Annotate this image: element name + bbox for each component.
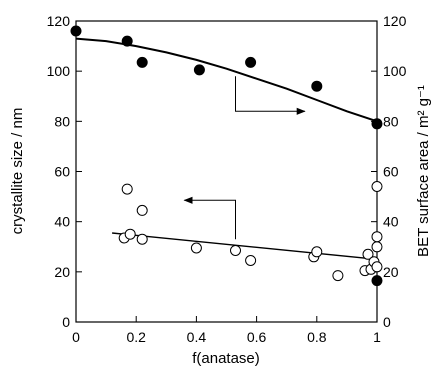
open-data-point bbox=[230, 245, 241, 256]
open-data-point bbox=[121, 183, 133, 195]
y-right-tick-label: 100 bbox=[383, 63, 407, 79]
y-left-tick-label: 80 bbox=[54, 113, 70, 129]
filled-data-point bbox=[371, 118, 383, 130]
plot-frame bbox=[75, 20, 378, 323]
data-points bbox=[70, 25, 383, 287]
arrow-to-right-axis bbox=[235, 76, 306, 115]
y-right-tick-label: 80 bbox=[383, 113, 399, 129]
y-right-tick-label: 40 bbox=[383, 214, 399, 230]
fit-line-right-axis bbox=[75, 37, 378, 123]
filled-data-point bbox=[311, 80, 323, 92]
open-data-point bbox=[371, 241, 383, 253]
arrow-annotations bbox=[183, 76, 306, 240]
open-data-point bbox=[190, 242, 202, 254]
filled-data-point bbox=[136, 56, 148, 68]
y-left-tick-label: 0 bbox=[62, 314, 70, 330]
x-tick-label: 0 bbox=[72, 329, 80, 345]
arrow-to-left-axis bbox=[183, 196, 236, 240]
x-axis-title: f(anatase) bbox=[192, 350, 260, 367]
y-right-tick-label: 120 bbox=[383, 13, 407, 29]
y-left-tick-label: 100 bbox=[47, 63, 71, 79]
open-data-point bbox=[124, 228, 136, 240]
open-data-point bbox=[245, 255, 257, 266]
x-tick-label: 0.4 bbox=[187, 329, 207, 345]
y-right-tick-label: 60 bbox=[383, 164, 399, 180]
filled-data-point bbox=[193, 64, 205, 76]
open-data-point bbox=[362, 248, 374, 260]
filled-data-point bbox=[70, 25, 82, 37]
filled-data-point bbox=[371, 275, 383, 287]
fit-curves bbox=[75, 37, 378, 260]
open-data-point bbox=[136, 204, 148, 216]
open-data-point bbox=[332, 270, 344, 282]
y-left-tick-label: 120 bbox=[47, 13, 71, 29]
open-data-point bbox=[136, 233, 148, 245]
y-left-tick-label: 40 bbox=[54, 214, 70, 230]
y-right-tick-label: 0 bbox=[383, 314, 391, 330]
x-tick-label: 0.8 bbox=[307, 329, 327, 345]
filled-data-point bbox=[121, 35, 133, 47]
open-data-point bbox=[371, 231, 383, 243]
x-axis-ticks: 0 0.2 0.4 0.6 0.8 1 bbox=[72, 316, 381, 345]
fit-line-left-axis bbox=[112, 232, 378, 260]
y-right-tick-label: 20 bbox=[383, 264, 399, 280]
filled-data-point bbox=[245, 56, 257, 68]
x-tick-label: 0.6 bbox=[247, 329, 267, 345]
open-data-point bbox=[371, 181, 383, 192]
open-data-point bbox=[371, 261, 383, 273]
y-left-tick-label: 20 bbox=[54, 264, 70, 280]
y-axis-left-title: crystallite size / nm bbox=[9, 108, 26, 235]
y-left-tick-label: 60 bbox=[54, 164, 70, 180]
y-axis-left-ticks: 0 20 40 60 80 100 120 bbox=[47, 13, 82, 330]
x-tick-label: 0.2 bbox=[126, 329, 146, 345]
open-data-point bbox=[311, 246, 323, 258]
y-axis-right-title: BET surface area / m² g⁻¹ bbox=[415, 85, 432, 257]
x-tick-label: 1 bbox=[373, 329, 381, 345]
